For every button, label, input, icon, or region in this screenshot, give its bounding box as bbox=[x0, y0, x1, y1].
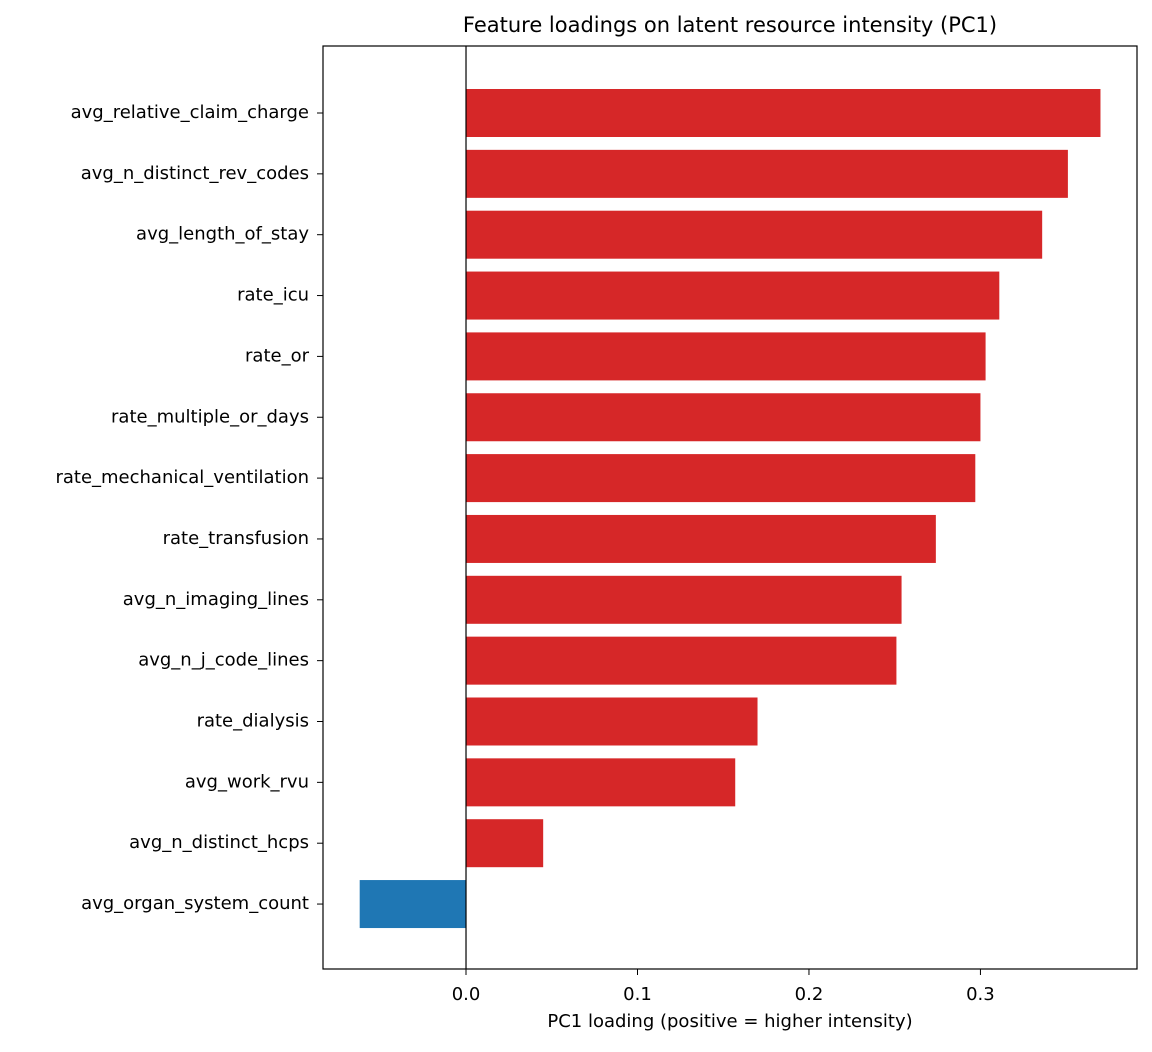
x-tick-label: 0.0 bbox=[452, 984, 481, 1005]
y-tick-label: avg_n_distinct_hcps bbox=[129, 832, 309, 853]
x-axis-label: PC1 loading (positive = higher intensity… bbox=[547, 1011, 912, 1032]
y-tick-label: rate_mechanical_ventilation bbox=[55, 467, 309, 488]
bar bbox=[466, 393, 981, 442]
y-tick-label: rate_dialysis bbox=[197, 711, 309, 732]
bar bbox=[466, 575, 902, 624]
y-tick-label: avg_length_of_stay bbox=[136, 224, 309, 245]
bar bbox=[466, 697, 758, 746]
y-tick-label: avg_organ_system_count bbox=[81, 893, 309, 914]
y-tick-label: rate_multiple_or_days bbox=[111, 406, 309, 427]
bar bbox=[466, 210, 1043, 259]
x-tick-label: 0.2 bbox=[795, 984, 824, 1005]
bar bbox=[466, 271, 1000, 320]
bar bbox=[466, 758, 736, 807]
x-tick-label: 0.3 bbox=[966, 984, 995, 1005]
bar bbox=[466, 514, 936, 563]
plot-frame bbox=[322, 45, 1138, 970]
y-tick-label: avg_relative_claim_charge bbox=[71, 102, 309, 123]
y-tick-label: avg_n_j_code_lines bbox=[138, 650, 309, 671]
y-tick-label: rate_icu bbox=[237, 285, 309, 306]
y-tick-label: avg_n_distinct_rev_codes bbox=[81, 163, 309, 184]
bar bbox=[466, 332, 986, 381]
bar bbox=[466, 636, 897, 685]
bar bbox=[359, 880, 467, 929]
y-tick-label: avg_work_rvu bbox=[185, 771, 309, 792]
x-tick-label: 0.1 bbox=[623, 984, 652, 1005]
bar bbox=[466, 89, 1101, 137]
y-tick-label: avg_n_imaging_lines bbox=[123, 589, 309, 610]
chart-title: Feature loadings on latent resource inte… bbox=[463, 13, 997, 37]
bar bbox=[466, 454, 976, 503]
y-tick-label: rate_transfusion bbox=[163, 528, 309, 549]
y-tick-label: rate_or bbox=[245, 345, 310, 366]
bar bbox=[466, 819, 544, 868]
bar bbox=[466, 149, 1068, 198]
